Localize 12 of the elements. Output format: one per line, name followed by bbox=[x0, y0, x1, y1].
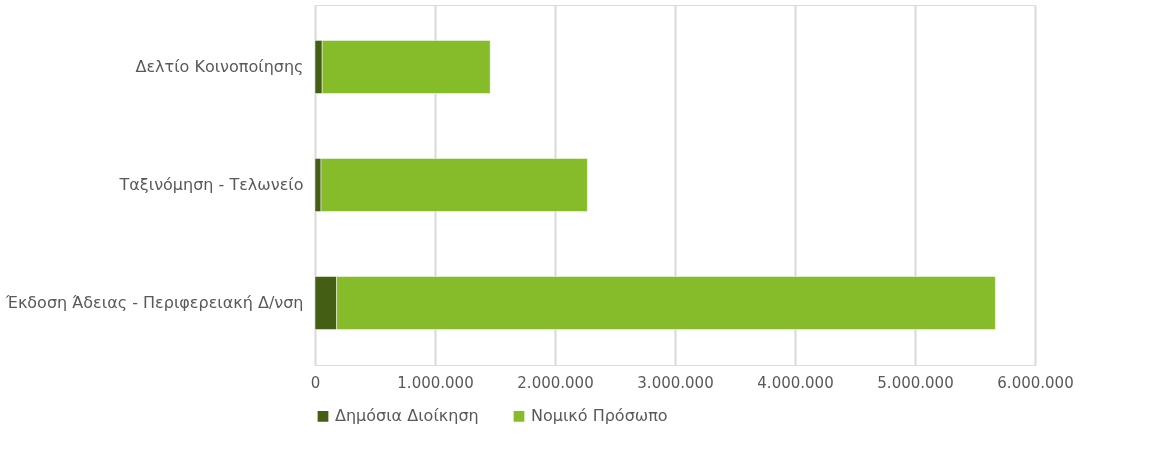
y-tick-label: Έκδοση Άδειας - Περιφερειακή Δ/νση bbox=[4, 293, 304, 313]
y-tick-label: Ταξινόμηση - Τελωνείο bbox=[118, 175, 304, 194]
x-tick-label: 2.000.000 bbox=[517, 373, 594, 392]
x-tick-label: 5.000.000 bbox=[877, 373, 954, 392]
legend-label: Δημόσια Διοίκηση bbox=[335, 406, 479, 426]
x-tick-label: 4.000.000 bbox=[757, 373, 834, 392]
x-tick-label: 6.000.000 bbox=[997, 373, 1074, 392]
y-tick-label: Δελτίο Κοινοποίησης bbox=[135, 56, 304, 76]
legend-label: Νομικό Πρόσωπο bbox=[531, 406, 668, 426]
x-tick-label: 3.000.000 bbox=[637, 373, 714, 392]
x-tick-label: 1.000.000 bbox=[397, 373, 474, 392]
x-tick-label: 0 bbox=[310, 373, 321, 392]
